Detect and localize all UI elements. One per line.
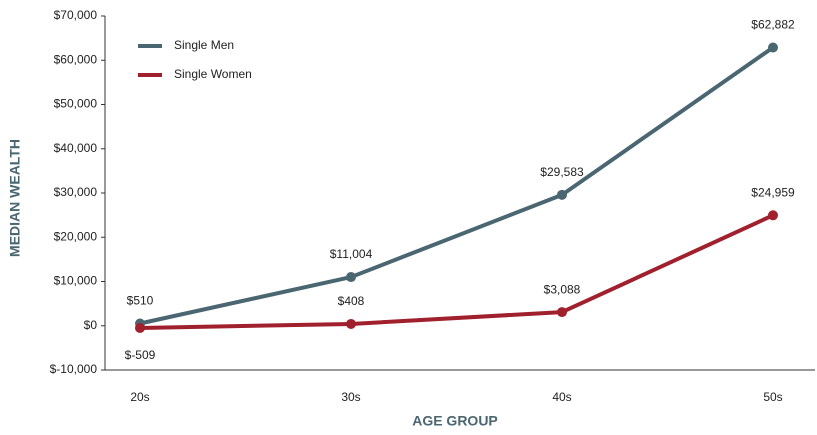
x-tick-label: 30s [341,390,360,404]
x-tick-label: 50s [763,390,782,404]
data-label: $510 [127,294,154,308]
data-label: $24,959 [751,185,795,199]
x-axis-title: AGE GROUP [412,413,498,429]
data-label: $62,882 [751,18,795,32]
series-line [139,45,775,326]
point [557,189,567,200]
y-tick-label: $20,000 [54,229,98,243]
point [346,272,356,283]
y-axis-title: MEDIAN WEALTH [7,139,23,257]
x-tick-label: 40s [552,390,571,404]
point [768,210,778,221]
legend-label: Single Women [174,67,252,81]
data-label: $3,088 [544,282,581,296]
point [346,318,356,329]
y-tick-label: $50,000 [54,97,98,111]
x-tick-label: 20s [130,390,149,404]
y-tick-label: $30,000 [54,185,98,199]
y-tick-label: $40,000 [54,141,98,155]
y-tick-label: $0 [84,318,98,332]
data-label: $-509 [125,348,156,362]
point [135,323,145,334]
legend-label: Single Men [174,38,234,52]
data-label: $11,004 [330,247,373,261]
series-line [139,213,774,331]
point [768,42,778,53]
data-label: $408 [338,294,365,308]
y-tick-label: $60,000 [54,52,98,66]
y-tick-label: $-10,000 [50,362,98,376]
data-label: $29,583 [540,165,584,179]
y-tick-label: $70,000 [54,8,98,22]
point [557,307,567,318]
y-tick-label: $10,000 [54,274,98,288]
